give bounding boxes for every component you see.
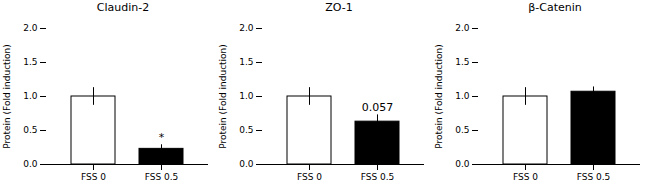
svg-text:2.0: 2.0 <box>23 23 38 33</box>
svg-text:1.5: 1.5 <box>239 57 253 67</box>
svg-text:2.0: 2.0 <box>239 23 254 33</box>
svg-text:Protein (Fold induction): Protein (Fold induction) <box>434 44 444 149</box>
svg-text:FSS 0: FSS 0 <box>513 172 538 182</box>
svg-text:1.5: 1.5 <box>23 57 37 67</box>
svg-text:0.057: 0.057 <box>362 101 394 114</box>
svg-text:1.0: 1.0 <box>23 91 38 101</box>
svg-text:0.0: 0.0 <box>455 159 470 169</box>
svg-text:1.0: 1.0 <box>455 91 470 101</box>
svg-text:FSS 0: FSS 0 <box>297 172 322 182</box>
svg-text:Protein (Fold induction): Protein (Fold induction) <box>2 44 12 149</box>
html-text:ZO-1: ZO-1 <box>325 1 353 14</box>
svg-text:Protein (Fold induction): Protein (Fold induction) <box>218 44 228 149</box>
svg-text:0.0: 0.0 <box>23 159 38 169</box>
svg-text:0.5: 0.5 <box>239 125 253 135</box>
html-text:β-Catenin: β-Catenin <box>528 1 582 14</box>
svg-text:2.0: 2.0 <box>455 23 470 33</box>
svg-text:FSS 0.5: FSS 0.5 <box>577 172 611 182</box>
svg-text:0.5: 0.5 <box>23 125 37 135</box>
svg-text:FSS 0: FSS 0 <box>81 172 106 182</box>
svg-text:1.5: 1.5 <box>455 57 469 67</box>
svg-text:FSS 0.5: FSS 0.5 <box>145 172 179 182</box>
svg-text:0.5: 0.5 <box>455 125 469 135</box>
svg-text:0.0: 0.0 <box>239 159 254 169</box>
svg-text:*: * <box>159 131 165 144</box>
svg-text:FSS 0.5: FSS 0.5 <box>361 172 395 182</box>
svg-text:1.0: 1.0 <box>239 91 254 101</box>
html-text:Claudin-2: Claudin-2 <box>96 1 150 14</box>
